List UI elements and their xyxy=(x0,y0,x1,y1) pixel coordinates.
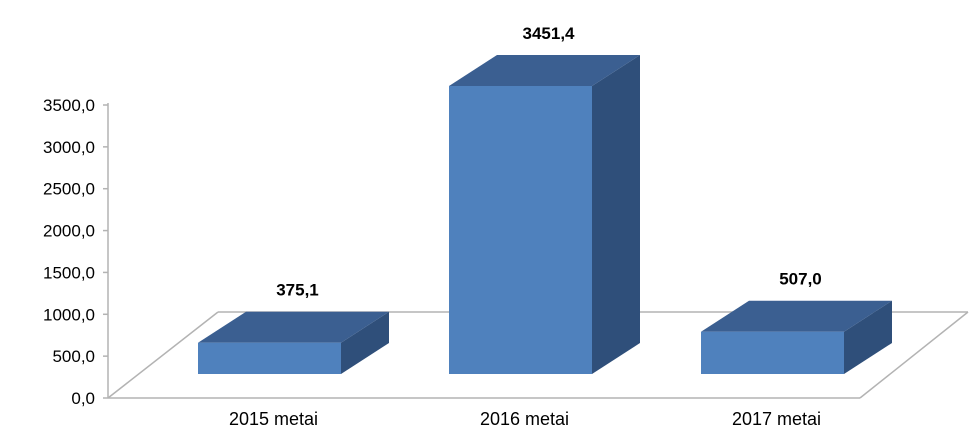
bar xyxy=(449,55,640,374)
category-label: 2016 metai xyxy=(480,409,569,429)
category-label: 2017 metai xyxy=(732,409,821,429)
y-tick-label: 0,0 xyxy=(71,389,95,408)
bar-front xyxy=(701,331,844,374)
bar-top xyxy=(701,300,892,332)
bar xyxy=(198,311,389,374)
floor-right-edge xyxy=(859,311,969,399)
bar-side xyxy=(341,311,389,374)
y-tick-label: 2500,0 xyxy=(43,180,95,199)
y-tick-label: 2000,0 xyxy=(43,222,95,241)
bar-side xyxy=(844,300,892,374)
y-tick-label: 3500,0 xyxy=(43,96,95,115)
bar-top xyxy=(198,311,389,343)
data-label: 375,1 xyxy=(276,281,319,300)
y-tick-label: 3000,0 xyxy=(43,138,95,157)
y-tick-label: 1500,0 xyxy=(43,263,95,282)
bar xyxy=(701,300,892,374)
data-label: 507,0 xyxy=(779,270,822,289)
y-tick-label: 500,0 xyxy=(52,347,95,366)
floor-left-edge xyxy=(107,311,219,399)
bar-top xyxy=(449,55,640,86)
y-tick-label: 1000,0 xyxy=(43,305,95,324)
bar-side xyxy=(592,55,640,374)
bar-front xyxy=(198,342,341,374)
data-label: 3451,4 xyxy=(523,24,576,43)
category-label: 2015 metai xyxy=(229,409,318,429)
bar-front xyxy=(449,86,592,374)
